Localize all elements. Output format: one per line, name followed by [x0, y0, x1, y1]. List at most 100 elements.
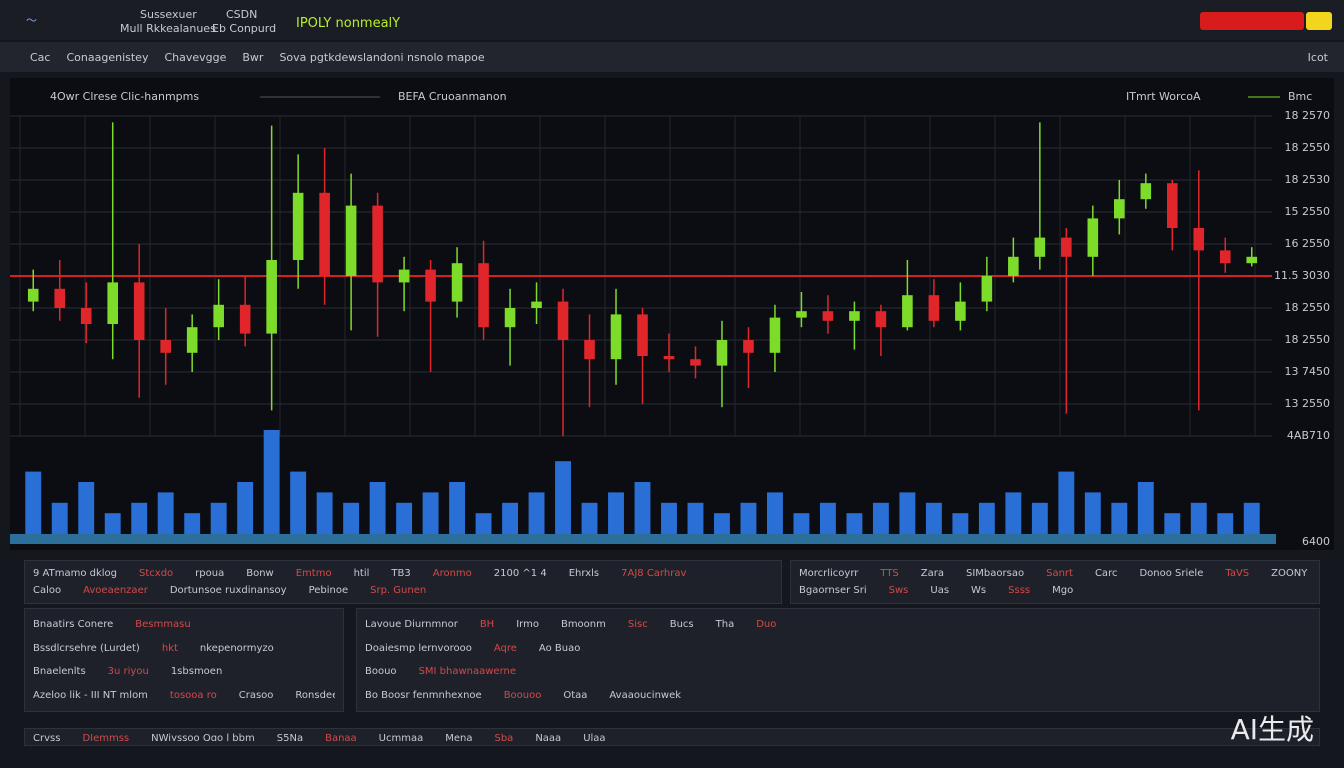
candle-body — [54, 288, 66, 308]
volume-bar — [369, 482, 386, 534]
cell: Emtmo — [295, 568, 332, 579]
candle-body — [663, 356, 675, 360]
table-row: 9 ATmamo dklog Stcxdo rpoua Bonw Emtmo htil TB… — [33, 568, 773, 579]
cell: Aronmo — [432, 568, 472, 579]
cell: tosooa ro — [169, 689, 217, 701]
cell: Doaiesmp lernvorooo — [365, 642, 472, 654]
candle-body — [239, 304, 251, 334]
nav-item[interactable]: Sova pgtkdewslandoni nsnolo mapoe — [279, 50, 485, 64]
ticker: IPOLY nonmealY — [296, 16, 401, 31]
volume-bar — [899, 492, 916, 534]
cell: Ucmmaa — [378, 733, 424, 741]
volume-label: 6400 — [1302, 535, 1330, 548]
y-tick-label: 18 2550 — [1285, 141, 1331, 154]
cell: 2100 ^1 4 — [493, 568, 547, 579]
cell: Aqre — [493, 642, 517, 654]
cell: Caloo — [33, 585, 62, 596]
nav: Cac Conaagenistey Chavevgge Bwr Sova pgt… — [0, 42, 1344, 72]
candle-body — [266, 260, 277, 334]
cell: Sanrt — [1046, 568, 1073, 579]
candle-body — [875, 311, 887, 328]
candle-body — [584, 340, 595, 360]
volume-bar — [872, 502, 889, 534]
brand: Mull Rkkealanues — [120, 22, 216, 35]
last-price-label: 11.5 3030 — [1274, 269, 1330, 282]
y-tick-label: 18 2550 — [1285, 333, 1331, 346]
candle-body — [1246, 256, 1258, 264]
candle-body — [981, 276, 993, 302]
volume-bar — [210, 502, 227, 534]
cell: Crvss — [33, 733, 61, 741]
cell: Sba — [494, 733, 514, 741]
candle-body — [531, 301, 542, 308]
logo: 〜 — [26, 14, 37, 27]
volume-bar — [819, 502, 836, 534]
cell: Ao Buao — [538, 642, 581, 654]
volume-bar — [1243, 502, 1260, 534]
cell: hkt — [161, 642, 178, 654]
brand: Sussexuer — [140, 8, 197, 21]
nav-item[interactable]: Cac — [30, 50, 51, 64]
nav-item[interactable]: Chavevgge — [164, 50, 227, 64]
nav-item[interactable]: Conaagenistey — [66, 50, 149, 64]
volume-bar — [1005, 492, 1022, 534]
y-tick-label: 16 2550 — [1285, 237, 1331, 250]
y-tick-label: 18 2530 — [1285, 173, 1331, 186]
candle-body — [213, 304, 224, 328]
volume-bar — [1190, 502, 1207, 534]
panel-title: ITmrt WorcoA — [1126, 90, 1201, 103]
candle-body — [186, 327, 198, 353]
y-tick-label: 13 2550 — [1285, 397, 1331, 410]
volume-bar — [687, 502, 704, 534]
cell: Besmmasu — [135, 619, 191, 631]
cell: Bgaornser Sri — [799, 585, 867, 596]
cell: TTS — [880, 568, 899, 579]
volume-bar — [422, 492, 439, 534]
volume-bar — [1164, 513, 1181, 534]
cell: Lavoue Diurnmnor — [365, 619, 458, 631]
volume-bar — [714, 513, 730, 534]
cell: Mgo — [1052, 585, 1074, 596]
action-button[interactable] — [1306, 12, 1332, 30]
candle-body — [716, 340, 728, 366]
table-row: Azeloo lik - III NT mlom tosooa ro Crasoo R… — [33, 690, 335, 701]
volume-bar — [634, 482, 651, 534]
candle-body — [1008, 256, 1019, 276]
volume-bar — [343, 502, 360, 534]
table-row: Morcrlicoyrr TTS Zara SIMbaorsao Sanrt Carc Do… — [799, 568, 1311, 579]
chart-bg — [10, 78, 1334, 550]
cell: htil — [353, 568, 370, 579]
action-button[interactable] — [1200, 12, 1304, 30]
y-tick-label: 15 2550 — [1285, 205, 1331, 218]
volume-bar — [1084, 492, 1101, 534]
cell: Azeloo lik - III NT mlom — [33, 689, 148, 701]
cell: Avaaoucinwek — [609, 689, 682, 701]
candle-body — [1193, 228, 1205, 251]
nav-item[interactable]: Bwr — [242, 50, 264, 64]
table-row: Bo Boosr fenmnhexnoe Boouoo Otaa Avaaoucinw… — [365, 690, 1311, 701]
volume-bar — [25, 471, 42, 534]
cell: Crasoo — [238, 689, 274, 701]
candle-body — [80, 308, 92, 324]
candle-body — [690, 359, 701, 366]
candle-body — [822, 311, 834, 321]
volume-bar — [528, 492, 545, 534]
cell: 7AJ8 Carhrav — [621, 568, 687, 579]
candle-body — [637, 314, 648, 356]
cell: Bmoonm — [560, 619, 606, 631]
candle-body — [902, 295, 913, 328]
brand: Eb Conpurd — [212, 22, 277, 35]
candle-body — [955, 301, 966, 321]
candle-body — [1114, 199, 1125, 219]
table-row: Boouo SMI bhawnaawerne — [365, 666, 1311, 677]
candle-body — [769, 317, 781, 353]
table-panel: Lavoue Diurnmnor BH Irmo Bmoonm Sisc Bucs Tha D… — [356, 608, 1320, 712]
cell: Banaa — [325, 733, 357, 741]
cell: Tha — [715, 619, 735, 631]
cell: SIMbaorsao — [966, 568, 1025, 579]
candle-body — [451, 263, 463, 302]
candle-body — [319, 192, 330, 276]
cell: nkepenormyzo — [199, 642, 274, 654]
nav-item[interactable]: Icot — [1307, 50, 1328, 64]
